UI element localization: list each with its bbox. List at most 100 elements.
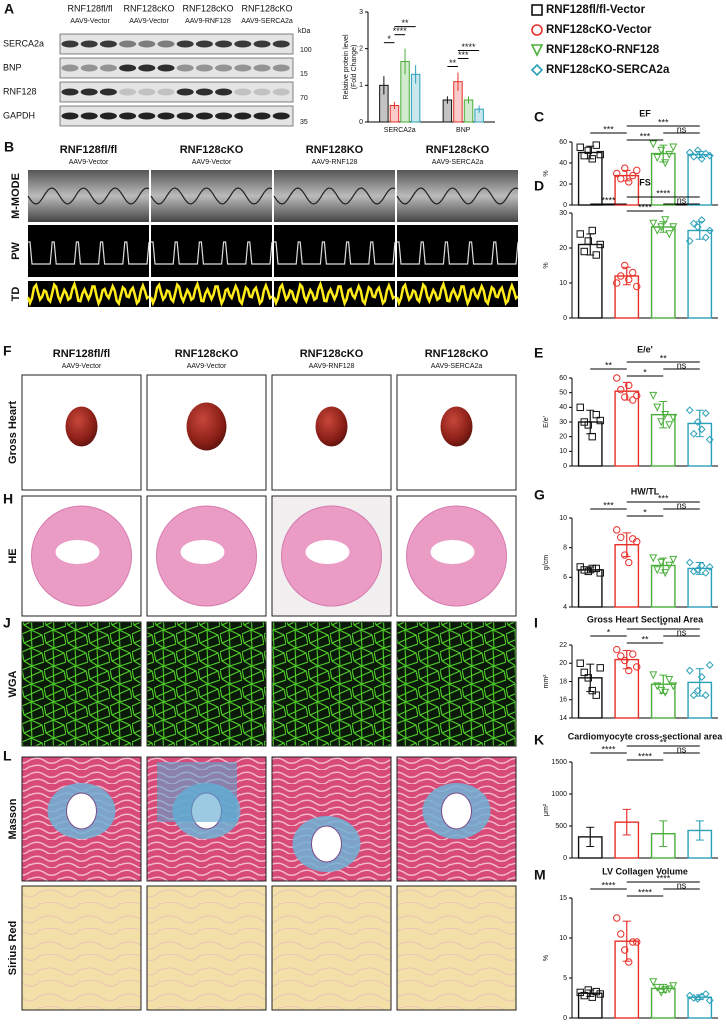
point: [530, 44, 544, 57]
echo-trace: [149, 280, 273, 307]
point: [576, 143, 584, 151]
sig-label: ****: [638, 887, 653, 897]
blot-band: [119, 64, 137, 72]
point: [649, 391, 658, 400]
point: [701, 990, 710, 998]
y-tick-label: 8: [563, 545, 567, 552]
panel-label: F: [3, 343, 12, 359]
point: [685, 406, 694, 415]
blot-band: [99, 64, 117, 72]
blot-band: [176, 112, 194, 120]
point: [592, 251, 600, 259]
kda: 70: [300, 95, 308, 102]
sig-label: **: [449, 58, 457, 68]
row-label: Masson: [7, 798, 19, 839]
echo-trace: [395, 280, 519, 307]
row-label: PW: [10, 242, 22, 260]
blot-band: [253, 64, 271, 72]
vessel-lumen: [66, 792, 97, 830]
blot-band: [195, 40, 213, 48]
column-vector: AAV9-Vector: [187, 363, 227, 370]
column-name: RNF128fl/fl: [53, 348, 110, 360]
point: [705, 563, 714, 571]
unit: kDa: [298, 28, 311, 35]
y-tick-label: 3: [359, 9, 363, 16]
y-tick-label: 10: [559, 515, 567, 522]
point: [530, 63, 544, 77]
kda: 100: [300, 47, 312, 54]
blot-band: [215, 64, 233, 72]
point: [629, 396, 637, 404]
echo-image: [274, 225, 395, 277]
point: [588, 226, 596, 235]
blot-band: [215, 88, 233, 96]
point: [689, 152, 698, 161]
blot-band: [195, 64, 213, 72]
blot-band: [61, 88, 79, 96]
column-name: RNF128cKO: [175, 348, 239, 360]
point: [653, 403, 662, 412]
point: [689, 567, 698, 576]
point: [665, 421, 674, 430]
sig-label: ****: [656, 873, 671, 883]
point: [617, 652, 625, 660]
row-label: WGA: [7, 671, 19, 698]
point: [657, 988, 666, 997]
lane-vector: AAV9-Vector: [70, 18, 110, 25]
blot-band: [234, 40, 252, 48]
point: [625, 958, 633, 966]
point: [580, 247, 588, 256]
y-tick-label: 0: [563, 202, 567, 209]
point: [588, 686, 596, 695]
y-axis-label: g/cm: [543, 555, 550, 570]
sig-label: ****: [656, 188, 671, 198]
panel-label: C: [534, 109, 544, 125]
y-tick-label: 40: [559, 160, 567, 167]
point: [613, 169, 621, 178]
y-tick-label: 20: [559, 245, 567, 252]
y-tick-label: 1000: [551, 791, 567, 798]
sig-label: ***: [603, 500, 614, 510]
lane-name: RNF128cKO: [182, 3, 233, 13]
row-label: HE: [7, 548, 19, 563]
point: [657, 418, 666, 427]
sig-label: ****: [601, 880, 616, 890]
point: [669, 223, 678, 232]
y-tick-label: 0: [563, 1015, 567, 1022]
point: [633, 663, 641, 671]
row-label: M-MODE: [10, 173, 22, 219]
point: [665, 230, 674, 239]
sig-label: ns: [677, 360, 687, 370]
echo-trace: [151, 241, 273, 265]
column-name: RNF128cKO: [300, 348, 364, 360]
point: [613, 914, 621, 922]
y-tick-label: 5: [563, 975, 567, 982]
echo-image: [151, 170, 272, 222]
point: [685, 666, 694, 675]
point: [584, 146, 592, 155]
fibrosis: [157, 762, 237, 822]
point: [576, 403, 584, 412]
y-tick-label: 10: [559, 448, 567, 455]
sig-label: ****: [601, 744, 616, 754]
point: [584, 237, 592, 245]
y-tick-label: 500: [555, 823, 567, 830]
x-tick-label: BNP: [456, 127, 471, 134]
column-vector: AAV9-SERCA2a: [431, 363, 483, 370]
point: [592, 410, 600, 419]
column-name: RNF128cKO: [180, 144, 244, 156]
blot-band: [138, 88, 156, 96]
point: [596, 990, 604, 998]
vessel-lumen: [441, 792, 472, 830]
lane-vector: AAV9-RNF128: [185, 18, 231, 25]
sig-label: ***: [458, 50, 469, 60]
sig-label: ns: [677, 500, 687, 510]
point: [653, 983, 662, 992]
micrograph: [146, 885, 267, 1011]
y-tick-label: 30: [559, 419, 567, 426]
y-tick-label: 20: [559, 660, 567, 667]
he-lumen: [180, 540, 225, 564]
sig-label: ****: [638, 202, 653, 212]
point: [701, 149, 710, 158]
